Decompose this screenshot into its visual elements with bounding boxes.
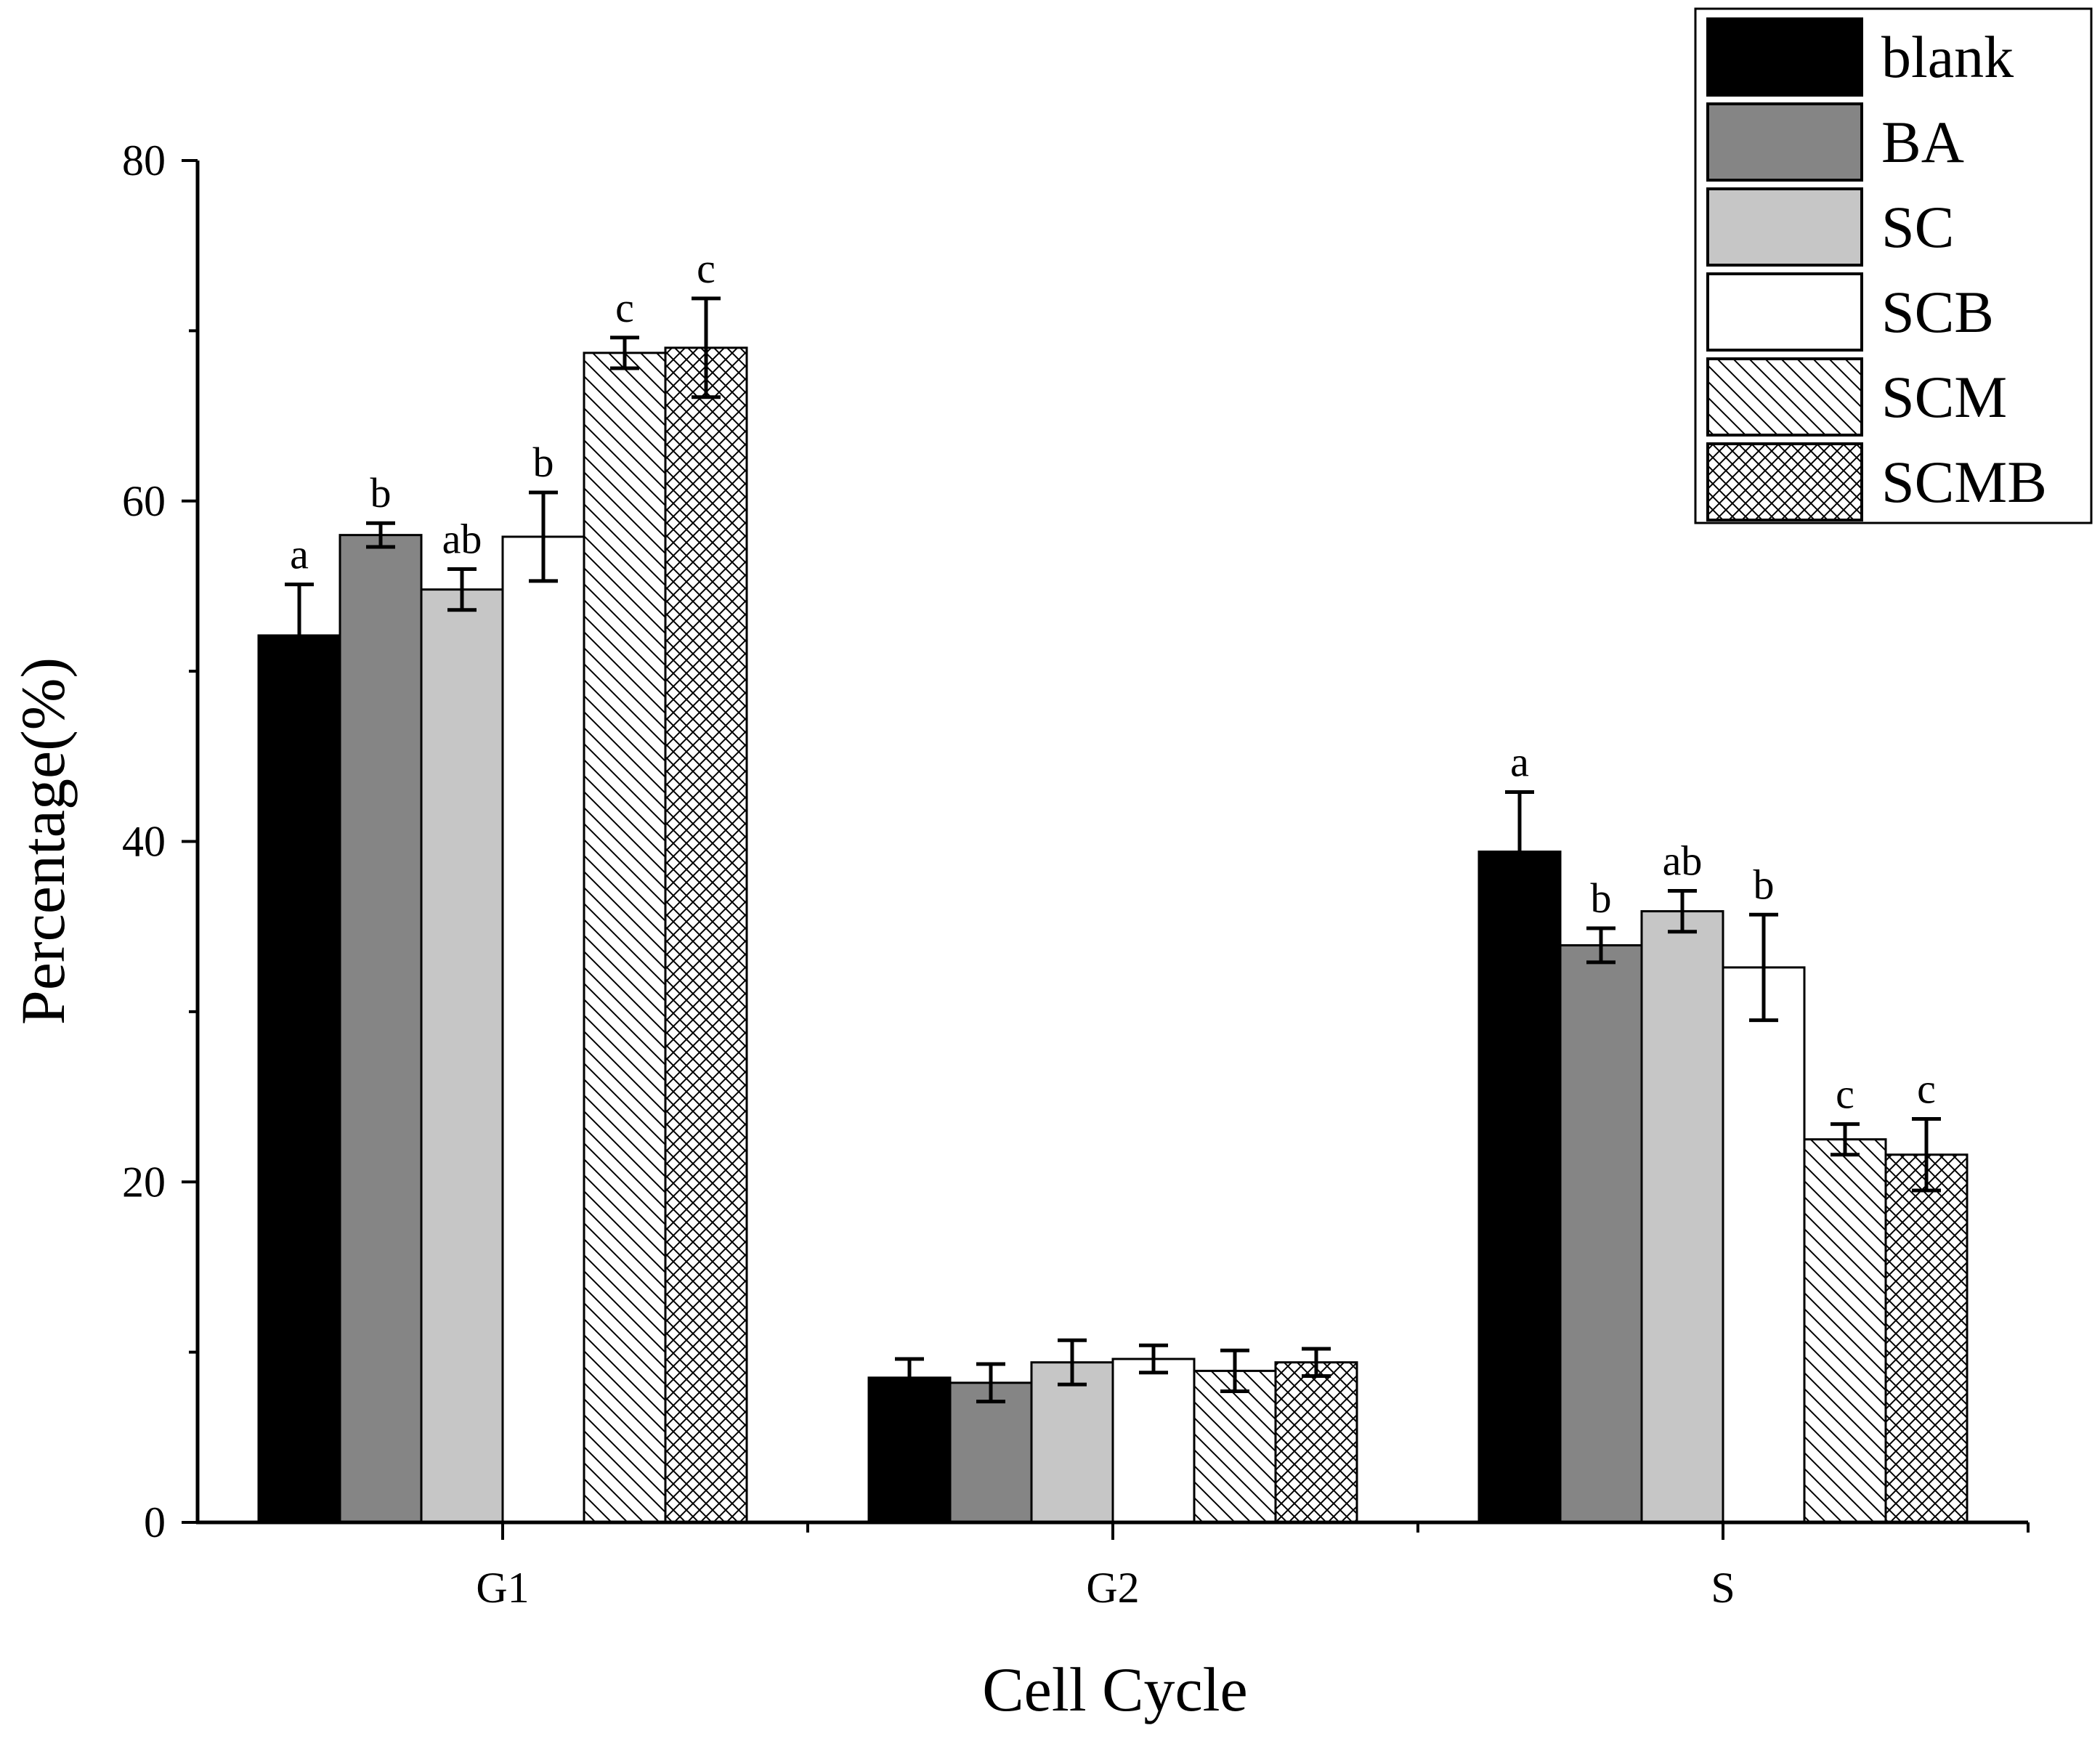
legend-swatch-scb [1706,272,1863,352]
error-bar-g1-scmb [692,296,721,399]
bar-s-scb [1722,966,1806,1524]
x-tick-label-g1: G1 [476,1564,529,1612]
sig-label-s-ba: b [1591,875,1612,922]
y-tick-label-0: 0 [144,1498,166,1546]
error-bar-g2-scm [1220,1348,1249,1394]
y-tick-label-60: 60 [122,477,166,525]
legend-label-blank: blank [1881,24,2014,90]
y-tick-label-40: 40 [122,818,166,866]
legend-swatch-blank [1706,17,1863,97]
error-bar-s-scb [1749,912,1778,1023]
y-tick-label-20: 20 [122,1158,166,1206]
legend-label-scm: SCM [1881,364,2007,430]
error-bars [285,296,1941,1404]
error-bar-g1-ba [366,521,395,549]
bar-s-sc [1640,910,1724,1524]
bar-g2-blank [867,1376,952,1524]
error-bar-s-scm [1831,1122,1860,1157]
legend-swatch-ba [1706,102,1863,182]
error-bar-g1-scm [610,336,639,370]
error-bar-g2-blank [895,1357,924,1399]
error-bar-s-sc [1668,888,1697,934]
bar-g1-ba [338,534,423,1524]
sig-label-s-blank: a [1510,739,1529,786]
error-bar-g1-scb [529,490,558,583]
bar-g1-blank [257,634,341,1524]
bar-g1-sc [420,588,504,1524]
bar-s-scm [1803,1138,1887,1524]
bar-g1-scmb [664,346,748,1524]
legend-label-ba: BA [1881,109,1964,175]
x-ticks: G1 G2 S [476,1522,2030,1612]
legend-swatch-scmb [1706,442,1863,522]
y-ticks: 0 20 40 60 80 [122,137,198,1546]
bar-g2-ba [949,1381,1033,1524]
legend-swatch-sc [1706,187,1863,267]
bar-s-scmb [1884,1153,1969,1524]
bar-g2-sc [1030,1361,1114,1524]
bar-g1-scb [501,535,585,1524]
error-bar-g2-scb [1139,1343,1168,1375]
bar-s-blank [1477,851,1562,1524]
sig-label-g1-blank: a [290,531,309,578]
sig-label-s-scm: c [1836,1071,1854,1118]
bar-s-ba [1559,944,1643,1524]
sig-label-g1-scm: c [615,284,634,331]
y-tick-label-80: 80 [122,137,166,184]
sig-label-s-scb: b [1754,861,1775,908]
legend-swatch-scm [1706,357,1863,437]
x-tick-label-g2: G2 [1086,1564,1139,1612]
error-bar-g1-blank [285,583,314,689]
sig-label-g1-ba: b [370,469,392,516]
bars [257,346,1969,1524]
x-axis-title: Cell Cycle [982,1655,1247,1724]
bar-g1-scm [583,352,667,1524]
sig-label-g1-scmb: c [697,245,715,292]
bar-g2-scm [1193,1369,1277,1524]
sig-label-g1-sc: ab [442,516,482,563]
sig-label-g1-scb: b [533,439,554,486]
axes: 0 20 40 60 80 G1 G2 S [122,137,2030,1612]
legend-label-scmb: SCMB [1881,449,2047,515]
error-bar-g1-sc [447,567,477,612]
error-bar-s-scmb [1912,1117,1941,1193]
y-axis-title: Percentage(%) [8,657,78,1025]
error-bar-g2-ba [976,1362,1005,1404]
bar-g2-scb [1111,1358,1196,1524]
error-bar-g2-scmb [1302,1347,1331,1378]
x-tick-label-s: S [1711,1564,1735,1612]
legend-label-sc: SC [1881,194,1954,260]
legend: blank BA SC SCB SCM SCMB [1694,7,2093,524]
sig-label-s-sc: ab [1663,837,1703,884]
bar-g2-scmb [1274,1361,1358,1524]
error-bar-g2-sc [1058,1338,1087,1387]
error-bar-s-ba [1586,926,1615,965]
sig-label-s-scmb: c [1917,1066,1936,1113]
error-bar-s-blank [1505,790,1534,914]
legend-label-scb: SCB [1881,279,1994,345]
